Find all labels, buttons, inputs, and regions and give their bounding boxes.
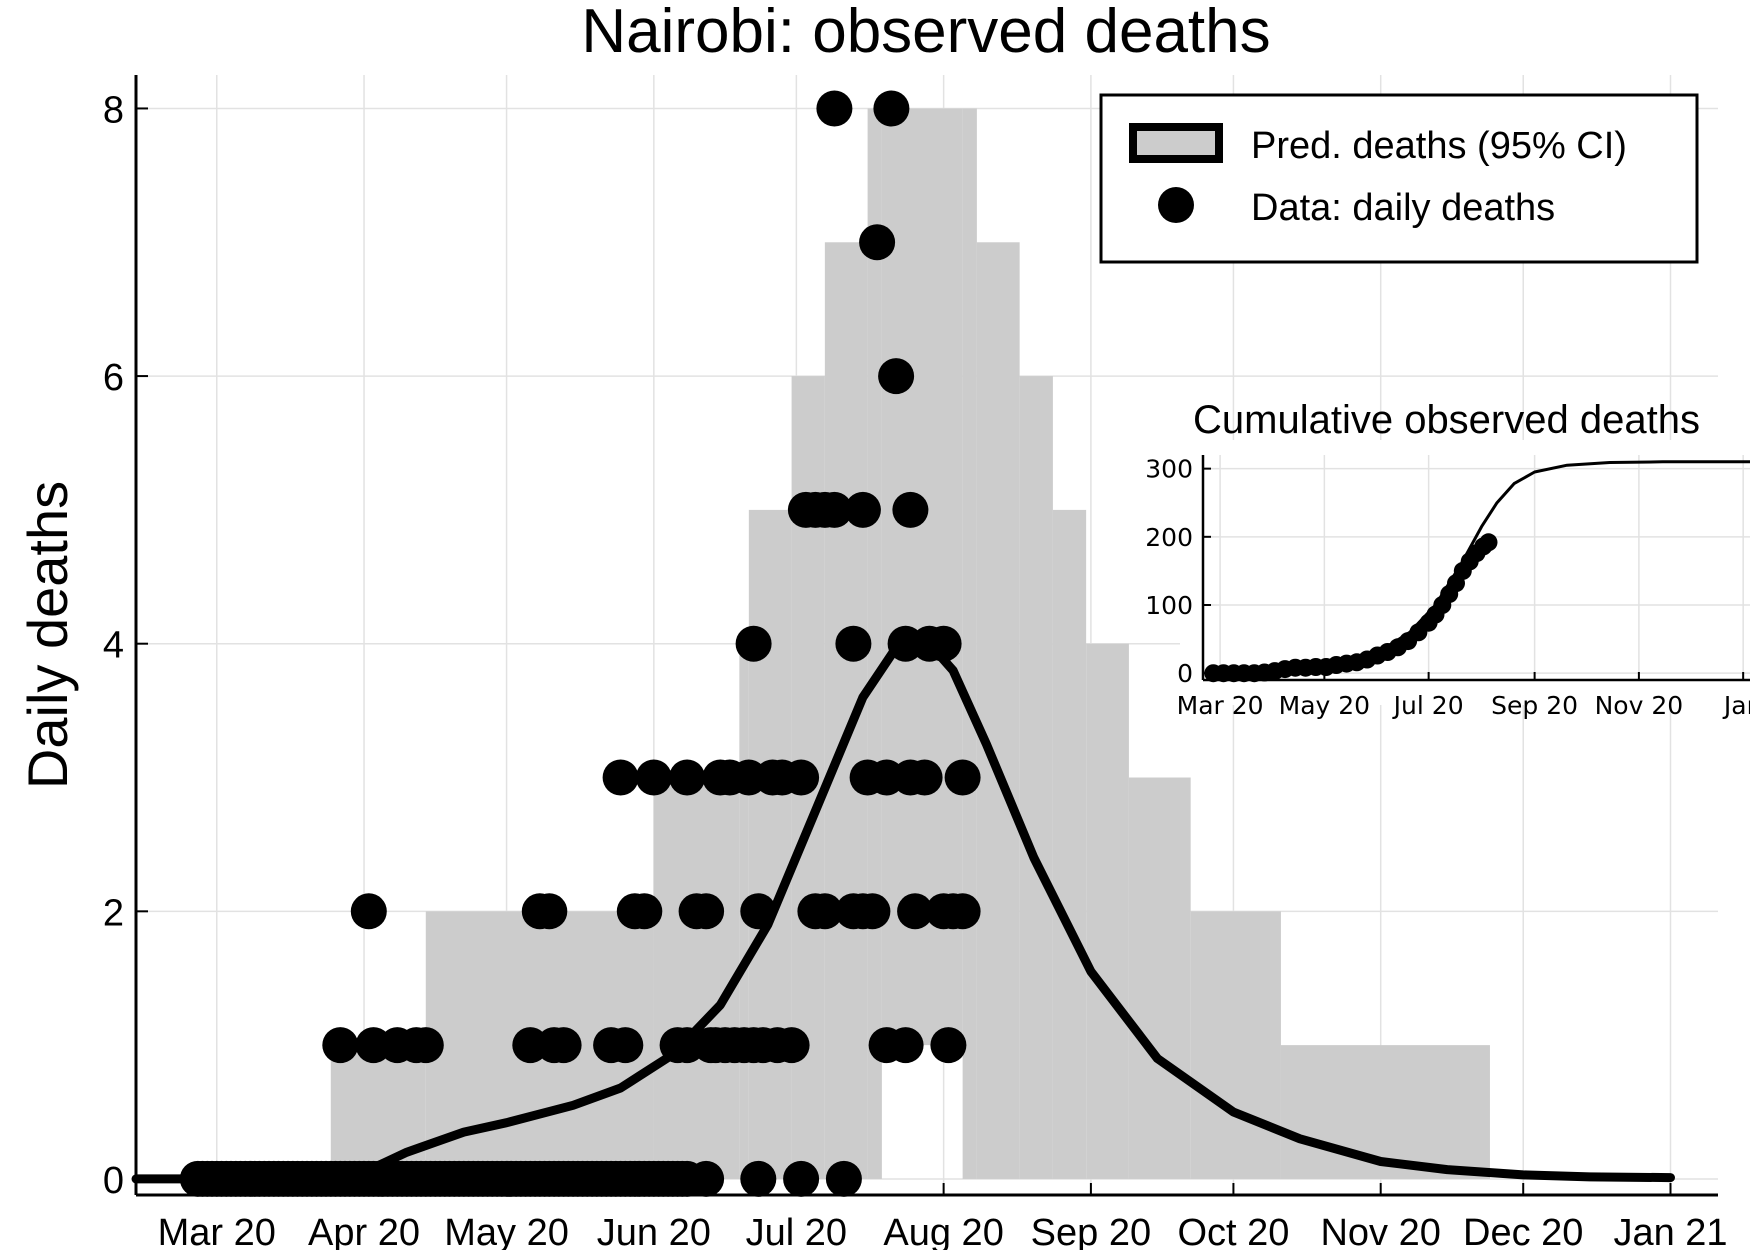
inset-chart: Cumulative observed deaths Mar 20 May 20 J… [1145, 398, 1750, 720]
x-tick-label: Oct 20 [1177, 1212, 1289, 1250]
observed-point [806, 893, 843, 930]
observed-point [688, 1160, 725, 1197]
inset-x-tick-label: Mar 20 [1177, 691, 1264, 720]
ci-band-segment [1190, 911, 1281, 1179]
observed-point [735, 625, 772, 662]
legend-band-swatch [1129, 123, 1223, 163]
observed-point [892, 491, 929, 528]
observed-point [825, 1160, 862, 1197]
y-tick-label: 6 [103, 357, 124, 399]
observed-point [607, 1027, 644, 1064]
observed-point [407, 1027, 444, 1064]
observed-point [844, 491, 881, 528]
inset-observed-points [1204, 533, 1498, 683]
observed-point [835, 625, 872, 662]
inset-x-tick-label: Jan [1722, 691, 1750, 720]
ci-band-segment [962, 108, 977, 1179]
observed-point [925, 625, 962, 662]
observed-point [816, 491, 853, 528]
legend-point-swatch [1158, 187, 1194, 223]
ci-band [330, 108, 1490, 1179]
inset-x-tick-label: Sep 20 [1491, 691, 1578, 720]
observed-point [688, 893, 725, 930]
observed-point [897, 893, 934, 930]
chart-title: Nairobi: observed deaths [581, 0, 1270, 66]
x-tick-label: Jul 20 [746, 1212, 847, 1250]
ci-band-segment [330, 1045, 426, 1179]
ci-band-segment [1086, 643, 1129, 1179]
x-tick-label: Nov 20 [1320, 1212, 1440, 1250]
observed-point [930, 1027, 967, 1064]
x-tick-label: Mar 20 [158, 1212, 276, 1250]
observed-point [740, 1160, 777, 1197]
y-tick-label: 4 [103, 625, 124, 667]
inset-axes: Mar 20 May 20 Jul 20 Sep 20 Nov 20 Jan 0 100 200… [1145, 455, 1750, 720]
observed-point [669, 759, 706, 796]
ci-band-segment [976, 242, 1020, 1179]
inset-y-tick-label: 0 [1177, 659, 1193, 688]
observed-point [350, 893, 387, 930]
inset-title: Cumulative observed deaths [1193, 398, 1700, 442]
observed-point [740, 893, 777, 930]
inset-x-tick-label: Jul 20 [1392, 691, 1464, 720]
observed-point [635, 759, 672, 796]
ci-band-segment [1128, 777, 1191, 1179]
ci-band-segment [653, 777, 740, 1179]
observed-point [887, 1027, 924, 1064]
observed-point [878, 358, 915, 395]
legend-box [1099, 93, 1699, 264]
inset-y-tick-label: 300 [1145, 455, 1193, 484]
y-tick-label: 2 [103, 892, 124, 934]
y-tick-label: 8 [103, 89, 124, 131]
observed-point [816, 90, 853, 127]
observed-point [531, 893, 568, 930]
legend-label-band: Pred. deaths (95% CI) [1251, 125, 1627, 167]
x-tick-label: May 20 [444, 1212, 569, 1250]
inset-x-tick-label: May 20 [1279, 691, 1370, 720]
observed-point [906, 759, 943, 796]
ci-band-segment [881, 108, 963, 1046]
x-tick-label: Jan 21 [1613, 1212, 1727, 1250]
ci-band-segment [1019, 376, 1053, 1179]
inset-y-tick-label: 200 [1145, 523, 1193, 552]
x-tick-label: Sep 20 [1031, 1212, 1151, 1250]
observed-point [859, 224, 896, 261]
legend-label-points: Data: daily deaths [1251, 187, 1555, 229]
ci-band-segment [748, 509, 792, 1179]
inset-observed-point [1479, 533, 1498, 552]
x-tick-label: Dec 20 [1463, 1212, 1583, 1250]
x-tick-label: Jun 20 [597, 1212, 711, 1250]
observed-point [545, 1027, 582, 1064]
observed-point [854, 893, 891, 930]
observed-point [626, 893, 663, 930]
inset-y-tick-label: 100 [1145, 591, 1193, 620]
main-axes: Mar 20 Apr 20 May 20 Jun 20 Jul 20 Aug 20 Sep … [103, 75, 1728, 1250]
x-tick-label: Apr 20 [308, 1212, 420, 1250]
observed-point [773, 1027, 810, 1064]
inset-x-tick-label: Nov 20 [1595, 691, 1684, 720]
observed-point [322, 1027, 359, 1064]
ci-band-segment [1280, 1045, 1490, 1179]
x-tick-label: Aug 20 [883, 1212, 1003, 1250]
observed-point [602, 759, 639, 796]
inset-grid [1203, 455, 1750, 680]
observed-point [873, 90, 910, 127]
observed-point [783, 759, 820, 796]
observed-point [944, 759, 981, 796]
observed-point [783, 1160, 820, 1197]
legend: Pred. deaths (95% CI) Data: daily deaths [1099, 93, 1699, 264]
y-tick-label: 0 [103, 1160, 124, 1202]
ci-band-segment [1052, 509, 1087, 1179]
y-axis-label: Daily deaths [16, 481, 79, 789]
observed-point [944, 893, 981, 930]
